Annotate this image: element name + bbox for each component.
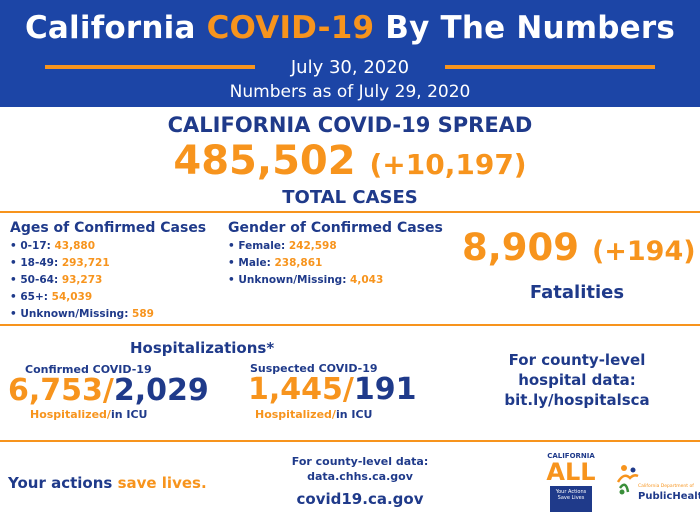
confirmed-subtitle: Confirmed COVID-19 (25, 363, 152, 376)
report-date: July 30, 2020 (290, 57, 410, 78)
suspected-hosp-figure: 1,445/191 (248, 372, 417, 407)
hospitalizations-title: Hospitalizations* (130, 339, 275, 357)
county-data-note: For county-level data: data.chhs.ca.gov (270, 454, 450, 484)
fatalities-value: 8,909 (462, 226, 580, 269)
ages-list: • 0-17: 43,880 • 18-49: 293,721 • 50-64:… (10, 238, 154, 323)
hospital-data-link[interactable]: bit.ly/hospitalsca (504, 391, 650, 409)
page-title: California COVID-19 By The Numbers (0, 10, 700, 46)
website-link[interactable]: covid19.ca.gov (296, 490, 424, 508)
section-divider (0, 440, 700, 442)
suspected-caption: Hospitalized/in ICU (255, 408, 373, 421)
total-cases-value: 485,502 (173, 138, 356, 184)
list-item: • Unknown/Missing: 4,043 (228, 274, 384, 286)
county-hospital-data: For county-level hospital data: bit.ly/h… (492, 350, 662, 410)
header-divider-right (445, 65, 655, 69)
slogan: Your actions save lives. (8, 474, 207, 492)
header-divider-left (45, 65, 255, 69)
list-item: • 18-49: 293,721 (10, 257, 110, 269)
cdph-figure-icon (616, 465, 639, 495)
title-suffix: By The Numbers (385, 10, 676, 46)
list-item: • Male: 238,861 (228, 257, 323, 269)
list-item: • Female: 242,598 (228, 240, 337, 252)
ages-title: Ages of Confirmed Cases (10, 220, 207, 236)
header-banner: California COVID-19 By The Numbers July … (0, 0, 700, 107)
title-prefix: California (24, 10, 196, 46)
confirmed-hosp-figure: 6,753/2,029 (8, 373, 209, 408)
fatalities-figure: 8,909 (+194) (462, 226, 696, 269)
list-item: • 0-17: 43,880 (10, 240, 96, 252)
suspected-hospitalized: 1,445 (248, 372, 343, 407)
title-highlight: COVID-19 (206, 10, 375, 46)
gender-title: Gender of Confirmed Cases (228, 220, 443, 236)
fatalities-increase: (+194) (591, 236, 696, 267)
confirmed-hospitalized: 6,753 (8, 373, 103, 408)
suspected-subtitle: Suspected COVID-19 (250, 362, 378, 375)
list-item: • 65+: 54,039 (10, 291, 93, 303)
suspected-icu: 191 (353, 372, 417, 407)
total-cases-label: TOTAL CASES (282, 187, 418, 208)
california-all-logo: CALIFORNIA ALL Your Actions Save Lives (540, 452, 602, 514)
confirmed-icu: 2,029 (113, 373, 209, 408)
numbers-as-of: Numbers as of July 29, 2020 (229, 82, 471, 102)
gender-list: • Female: 242,598 • Male: 238,861 • Unkn… (228, 238, 383, 289)
list-item: • 50-64: 93,273 (10, 274, 103, 286)
section-divider (0, 211, 700, 213)
cdph-logo: California Department of PublicHealth (616, 462, 700, 510)
total-cases-figure: 485,502 (+10,197) (0, 138, 700, 184)
total-cases-increase: (+10,197) (369, 148, 527, 181)
fatalities-label: Fatalities (529, 282, 625, 303)
list-item: • Unknown/Missing: 589 (10, 308, 154, 320)
section-divider (0, 324, 700, 326)
spread-title: CALIFORNIA COVID-19 SPREAD (167, 113, 533, 137)
county-data-link[interactable]: data.chhs.ca.gov (307, 470, 413, 483)
confirmed-caption: Hospitalized/in ICU (30, 408, 148, 421)
